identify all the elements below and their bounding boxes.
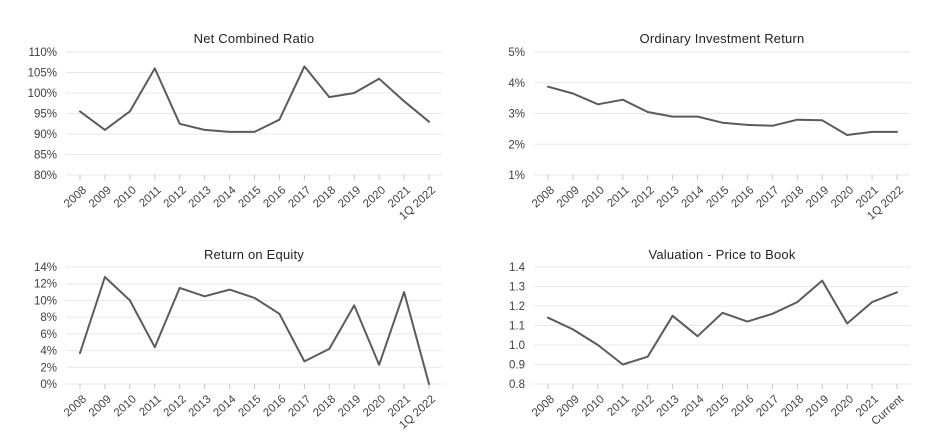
svg-text:4%: 4%	[40, 346, 57, 358]
svg-text:10%: 10%	[34, 295, 57, 307]
svg-text:2017: 2017	[754, 393, 781, 419]
chart-title: Valuation - Price to Book	[648, 247, 796, 262]
svg-text:2009: 2009	[555, 393, 582, 419]
chart-title: Return on Equity	[203, 247, 305, 262]
svg-text:105%: 105%	[28, 68, 57, 80]
svg-text:1.1: 1.1	[509, 321, 525, 333]
svg-text:2020: 2020	[361, 393, 388, 419]
svg-text:2010: 2010	[112, 393, 139, 419]
svg-text:2020: 2020	[361, 184, 388, 210]
svg-text:2009: 2009	[87, 393, 114, 419]
svg-text:2020: 2020	[829, 393, 856, 419]
svg-text:2017: 2017	[754, 184, 781, 210]
svg-text:2018: 2018	[311, 184, 338, 210]
svg-text:3%: 3%	[508, 109, 525, 121]
svg-text:2018: 2018	[779, 184, 806, 210]
svg-text:2008: 2008	[530, 184, 557, 210]
svg-text:90%: 90%	[34, 129, 57, 141]
svg-text:2008: 2008	[530, 393, 557, 419]
chart-net-combined-ratio: Net Combined Ratio 110% 105% 100% 95% 90% 85%…	[0, 0, 468, 223]
svg-text:2012: 2012	[630, 184, 657, 210]
line-chart-canvas: 1.41.31.21.11.00.90.82008200920102011201…	[509, 262, 910, 428]
svg-text:1.2: 1.2	[509, 301, 525, 313]
svg-text:2013: 2013	[187, 184, 214, 210]
svg-text:2009: 2009	[87, 184, 114, 210]
svg-text:2009: 2009	[555, 184, 582, 210]
svg-text:0%: 0%	[40, 379, 57, 391]
svg-text:2020: 2020	[829, 184, 856, 210]
chart-return-on-equity: Return on Equity 14% 12% 10% 8% 6% 4% 2% 0% 2008…	[0, 222, 468, 444]
svg-text:1%: 1%	[508, 170, 525, 182]
svg-text:2015: 2015	[236, 184, 263, 210]
svg-text:4%: 4%	[508, 78, 525, 90]
svg-text:2013: 2013	[187, 393, 214, 419]
svg-text:2008: 2008	[62, 393, 89, 419]
svg-text:2011: 2011	[605, 393, 631, 418]
svg-text:2011: 2011	[605, 184, 631, 209]
svg-text:2018: 2018	[779, 393, 806, 419]
svg-text:8%: 8%	[40, 312, 57, 324]
svg-text:110%: 110%	[28, 47, 57, 59]
svg-text:2016: 2016	[261, 393, 288, 419]
svg-text:80%: 80%	[34, 170, 57, 182]
line-chart-canvas: 5%4%3%2%1%200820092010201120122013201420…	[508, 47, 910, 223]
svg-text:0.9: 0.9	[509, 360, 525, 372]
line-chart-canvas: 14%12%10%8%6%4%2%0%200820092010201120122…	[34, 262, 442, 432]
svg-text:2013: 2013	[655, 393, 682, 419]
svg-text:2015: 2015	[704, 184, 731, 210]
svg-text:2016: 2016	[729, 393, 756, 419]
svg-text:2%: 2%	[40, 362, 57, 374]
svg-text:2019: 2019	[336, 184, 363, 210]
svg-text:2014: 2014	[680, 184, 707, 210]
chart-ordinary-investment-return: Ordinary Investment Return 5% 4% 3% 2% 1% 200…	[468, 0, 936, 223]
chart-title: Net Combined Ratio	[193, 31, 315, 46]
svg-text:6%: 6%	[40, 329, 57, 341]
svg-text:2013: 2013	[655, 184, 682, 210]
chart-title: Ordinary Investment Return	[639, 31, 805, 46]
svg-text:2016: 2016	[729, 184, 756, 210]
svg-text:14%: 14%	[34, 262, 57, 274]
svg-text:2019: 2019	[336, 393, 363, 419]
svg-text:2%: 2%	[508, 139, 525, 151]
line-chart-canvas: 110% 105% 100% 95% 90% 85% 80% 2008200920102011…	[28, 47, 442, 223]
svg-text:2014: 2014	[212, 184, 239, 210]
svg-text:12%: 12%	[34, 279, 57, 291]
svg-text:2015: 2015	[704, 393, 731, 419]
svg-text:85%: 85%	[34, 150, 57, 162]
svg-text:2012: 2012	[162, 184, 189, 210]
svg-text:2014: 2014	[680, 393, 707, 419]
svg-text:2012: 2012	[162, 393, 189, 419]
svg-text:2011: 2011	[137, 184, 163, 209]
svg-text:0.8: 0.8	[509, 379, 525, 391]
svg-text:2015: 2015	[236, 393, 263, 419]
svg-text:2019: 2019	[804, 184, 831, 210]
chart-valuation-price-to-book: Valuation - Price to Book 1.4 1.3 1.2 1.1 1.…	[468, 222, 936, 444]
svg-text:1.4: 1.4	[509, 262, 526, 274]
svg-text:1.3: 1.3	[509, 282, 525, 294]
svg-text:1.0: 1.0	[509, 340, 525, 352]
svg-text:2012: 2012	[630, 393, 657, 419]
svg-text:2010: 2010	[580, 393, 607, 419]
svg-text:5%: 5%	[508, 47, 525, 59]
svg-text:2017: 2017	[286, 393, 313, 419]
svg-text:2008: 2008	[62, 184, 89, 210]
svg-text:2011: 2011	[137, 393, 163, 418]
svg-text:100%: 100%	[28, 88, 57, 100]
svg-text:2014: 2014	[212, 393, 239, 419]
svg-text:2017: 2017	[286, 184, 313, 210]
svg-text:95%: 95%	[34, 109, 57, 121]
svg-text:2018: 2018	[311, 393, 338, 419]
svg-text:2010: 2010	[112, 184, 139, 210]
svg-text:2010: 2010	[580, 184, 607, 210]
svg-text:2019: 2019	[804, 393, 831, 419]
svg-text:2016: 2016	[261, 184, 288, 210]
